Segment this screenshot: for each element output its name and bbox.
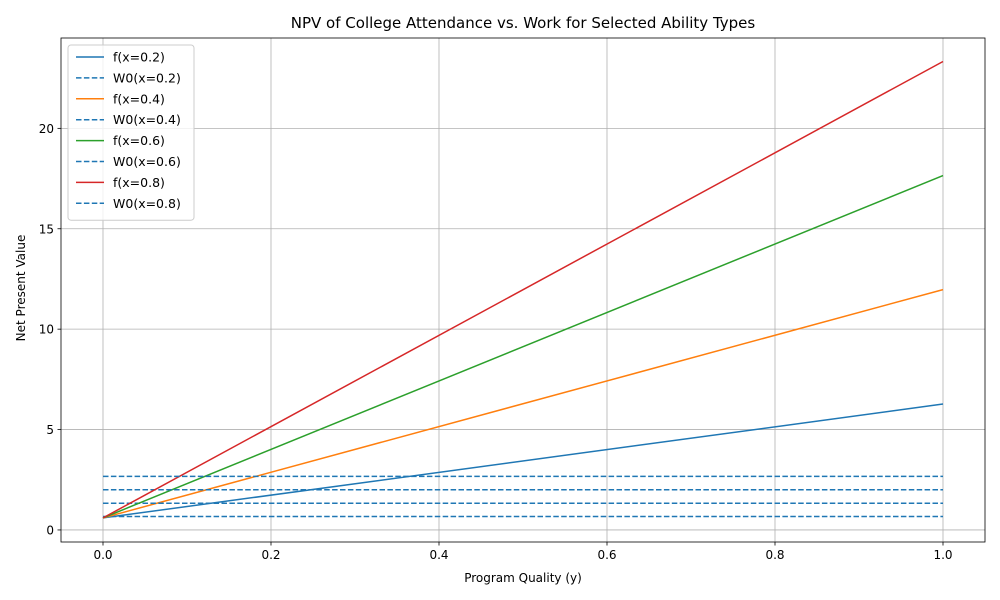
x-tick-label: 0.0 (93, 548, 112, 562)
series-line (102, 403, 944, 519)
legend-label: W0(x=0.8) (113, 196, 181, 211)
grid-lines (61, 38, 985, 542)
y-tick-label: 20 (39, 122, 54, 136)
y-tick-label: 10 (39, 323, 54, 337)
series-line (102, 60, 944, 519)
x-axis-label: Program Quality (y) (464, 571, 582, 585)
series-line (102, 174, 944, 519)
legend-label: f(x=0.6) (113, 133, 165, 148)
y-axis-label: Net Present Value (14, 235, 28, 342)
x-tick-label: 0.2 (261, 548, 280, 562)
axis-ticks: 0.0 0.2 0.4 0.6 0.8 1.0 0 5 10 15 20 (39, 122, 953, 562)
legend: f(x=0.2) W0(x=0.2) f(x=0.4) W0(x=0.4) f(x=0.… (67, 44, 195, 221)
x-tick-label: 0.4 (429, 548, 448, 562)
y-tick-label: 15 (39, 222, 54, 236)
legend-label: W0(x=0.4) (113, 112, 181, 127)
y-tick-label: 5 (46, 423, 54, 437)
legend-label: f(x=0.4) (113, 91, 165, 106)
series-line (102, 288, 944, 519)
legend-label: W0(x=0.2) (113, 70, 181, 85)
chart-title: NPV of College Attendance vs. Work for S… (291, 14, 756, 32)
x-tick-label: 0.6 (597, 548, 616, 562)
x-tick-label: 1.0 (933, 548, 952, 562)
plot-area-frame (60, 37, 986, 543)
legend-label: f(x=0.2) (113, 50, 165, 65)
series-lines (102, 60, 944, 519)
legend-label: W0(x=0.6) (113, 154, 181, 169)
y-tick-label: 0 (46, 523, 54, 537)
legend-label: f(x=0.8) (113, 175, 165, 190)
x-tick-label: 0.8 (765, 548, 784, 562)
legend-box (67, 44, 195, 221)
